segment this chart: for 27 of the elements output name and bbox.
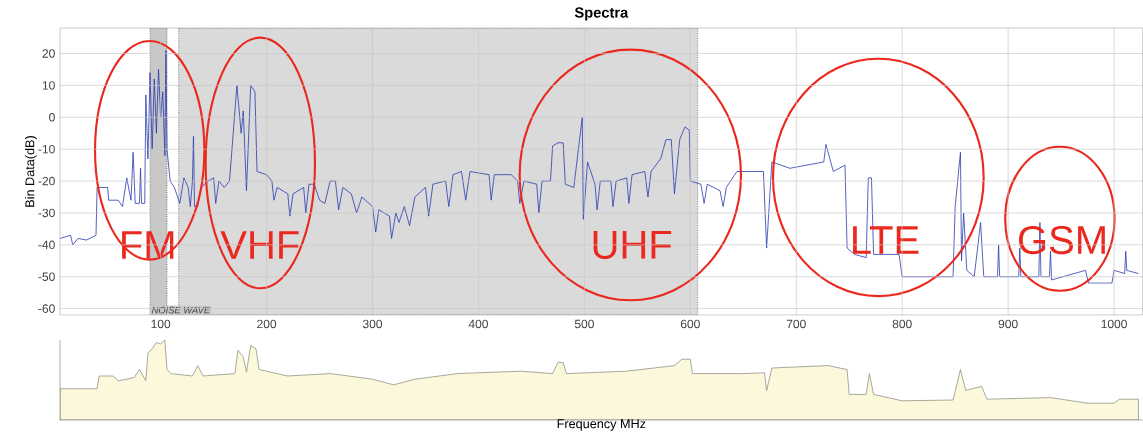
- x-tick-label: 400: [468, 319, 488, 329]
- y-tick-label: -40: [38, 240, 55, 250]
- chart-title: Spectra: [574, 7, 629, 21]
- x-tick-label: 1000: [1101, 319, 1127, 329]
- annotation: LTE: [853, 226, 919, 254]
- x-tick-label: 300: [362, 319, 383, 329]
- x-tick-label: 100: [151, 319, 171, 329]
- band-label: NOISE WAVE: [151, 306, 211, 314]
- y-tick-label: 10: [42, 81, 55, 90]
- y-tick-label: -30: [38, 208, 55, 218]
- y-tick-label: -20: [38, 176, 55, 186]
- x-tick-label: 900: [998, 319, 1018, 329]
- y-tick-label: 20: [42, 49, 55, 58]
- y-tick-label: -10: [38, 144, 55, 154]
- annotation: UHF: [593, 231, 672, 259]
- y-axis-title: Bin Data(dB): [24, 136, 37, 207]
- y-tick-label: 0: [49, 113, 55, 122]
- annotation: FM: [122, 231, 174, 259]
- x-tick-label: 500: [574, 319, 594, 329]
- x-tick-label: 600: [680, 319, 700, 329]
- x-tick-label: 200: [257, 319, 277, 329]
- annotation: VHF: [220, 231, 299, 259]
- x-tick-label: 700: [786, 319, 806, 329]
- x-tick-label: 800: [892, 319, 912, 329]
- y-tick-label: -60: [38, 304, 55, 313]
- x-axis-title: Frequency MHz: [557, 419, 646, 431]
- y-tick-label: -50: [38, 272, 55, 281]
